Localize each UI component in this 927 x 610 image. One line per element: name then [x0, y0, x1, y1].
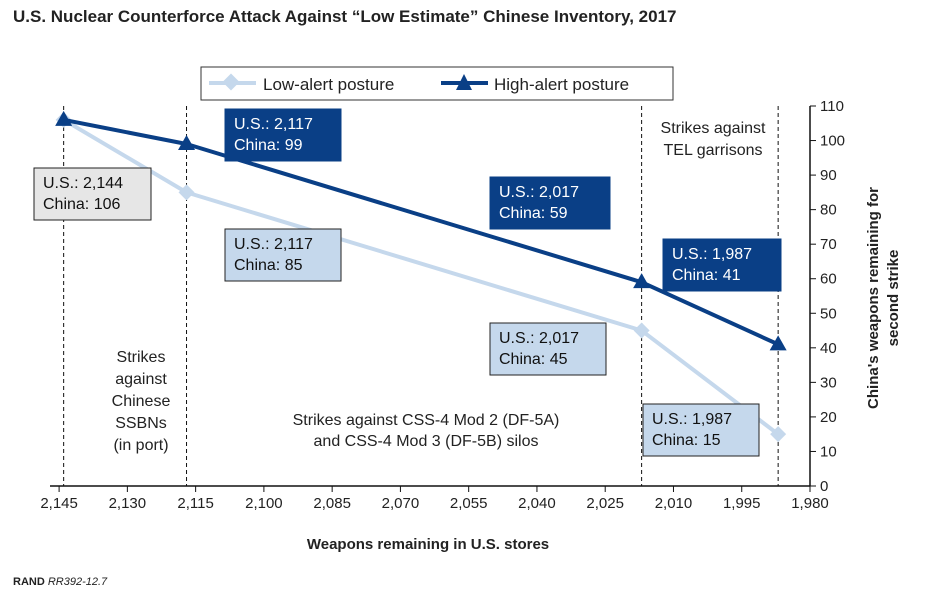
high-alert-point-0 [55, 110, 73, 126]
high-alert-label-1-line-0: U.S.: 2,117 [234, 116, 313, 133]
low-alert-label-2-line-0: U.S.: 2,017 [499, 330, 579, 347]
high-alert-point-1 [178, 135, 196, 150]
low-alert-label-2-box [489, 322, 607, 376]
legend-box [200, 66, 674, 101]
annotation-ssbn-line-2: Chinese [112, 393, 171, 410]
low-alert-label-3-line-0: U.S.: 1,987 [652, 411, 732, 428]
x-tick-label-0: 2,145 [40, 495, 78, 512]
legend-low-alert-label: Low-alert posture [263, 75, 394, 94]
high-alert-label-3-line-1: China: 41 [672, 267, 741, 284]
annotation-ssbn-line-0: Strikes [117, 349, 166, 366]
low-alert-point-1 [178, 184, 195, 201]
low-alert-label-1-box [224, 228, 342, 282]
x-tick-label-7: 2,040 [518, 495, 556, 512]
y-tick-label-11: 110 [820, 98, 844, 115]
y-axis-label-line-1: China's weapons remaining for [865, 187, 882, 409]
high-alert-label-1-line-1: China: 99 [234, 137, 303, 154]
y-tick-label-7: 70 [820, 236, 837, 253]
y-tick-label-8: 80 [820, 202, 837, 219]
data-label-layer: U.S.: 2,144 China: 106 U.S.: 2,117 China: 8… [33, 108, 782, 457]
y-tick-label-9: 90 [820, 167, 837, 184]
x-tick-label-6: 2,055 [450, 495, 488, 512]
x-tick-label-10: 1,995 [723, 495, 761, 512]
x-tick-label-4: 2,085 [313, 495, 351, 512]
x-tick-label-1: 2,130 [109, 495, 147, 512]
high-alert-label-2-line-1: China: 59 [499, 205, 568, 222]
x-tick-label-5: 2,070 [382, 495, 420, 512]
x-tick-label-8: 2,025 [586, 495, 624, 512]
low-alert-label-3-line-1: China: 15 [652, 432, 721, 449]
annotation-ssbn-line-3: SSBNs [115, 415, 167, 432]
low-alert-label-0-line-0: U.S.: 2,144 [43, 175, 123, 192]
annotation-layer: Strikes against Chinese SSBNs (in port) Strik… [112, 120, 766, 454]
high-alert-label-3-box [662, 238, 782, 292]
y-tick-label-5: 50 [820, 305, 837, 322]
legend-low-alert-marker [222, 73, 240, 91]
legend: Low-alert posture High-alert posture [200, 66, 674, 101]
low-alert-label-1-line-1: China: 85 [234, 257, 303, 274]
high-alert-label-2-line-0: U.S.: 2,017 [499, 184, 579, 201]
high-alert-point-2 [633, 273, 651, 289]
low-alert-label-1-line-0: U.S.: 2,117 [234, 236, 313, 253]
legend-high-alert-marker [456, 74, 472, 90]
y-tick-label-6: 60 [820, 271, 837, 288]
source-note: RAND RR392-12.7 [13, 576, 108, 588]
series-line-low-alert [62, 118, 780, 436]
low-alert-point-3 [770, 426, 787, 443]
y-tick-label-2: 20 [820, 409, 837, 426]
chart-title: U.S. Nuclear Counterforce Attack Against… [13, 7, 677, 26]
annotation-tel-line-0: Strikes against [661, 120, 766, 137]
series-line-high-alert [63, 117, 779, 347]
annotation-ssbn-line-1: against [115, 371, 167, 388]
annotation-ssbn-line-4: (in port) [113, 437, 168, 454]
x-tick-label-2: 2,115 [177, 495, 213, 512]
y-axis-label-line-2: second strike [885, 250, 902, 347]
high-alert-label-3-line-0: U.S.: 1,987 [672, 246, 752, 263]
legend-high-alert-label: High-alert posture [494, 75, 629, 94]
x-tick-label-9: 2,010 [655, 495, 693, 512]
y-tick-label-10: 100 [820, 133, 845, 150]
annotation-silos-line-1: and CSS-4 Mod 3 (DF-5B) silos [314, 433, 539, 450]
x-tick-label-3: 2,100 [245, 495, 283, 512]
high-alert-point-3 [769, 335, 787, 351]
high-alert-label-2-box [489, 176, 611, 230]
y-tick-label-3: 30 [820, 374, 837, 391]
annotation-silos-line-0: Strikes against CSS-4 Mod 2 (DF-5A) [293, 412, 560, 429]
x-tick-label-11: 1,980 [791, 495, 829, 512]
low-alert-label-2-line-1: China: 45 [499, 351, 568, 368]
axis-layer: 2,145 2,130 2,115 2,100 2,085 2,070 2,055 2,040… [40, 98, 845, 512]
x-axis-label: Weapons remaining in U.S. stores [307, 536, 549, 553]
low-alert-label-3-box [642, 403, 760, 457]
y-tick-label-4: 40 [820, 340, 837, 357]
series-layer [55, 110, 787, 443]
annotation-tel-line-1: TEL garrisons [664, 142, 763, 159]
grid-layer [63, 106, 779, 486]
y-tick-label-0: 0 [820, 478, 828, 495]
high-alert-label-1-box [224, 108, 342, 162]
y-tick-label-1: 10 [820, 443, 837, 460]
low-alert-label-0-box [33, 167, 152, 221]
low-alert-point-2 [633, 322, 650, 339]
low-alert-label-0-line-1: China: 106 [43, 196, 120, 213]
